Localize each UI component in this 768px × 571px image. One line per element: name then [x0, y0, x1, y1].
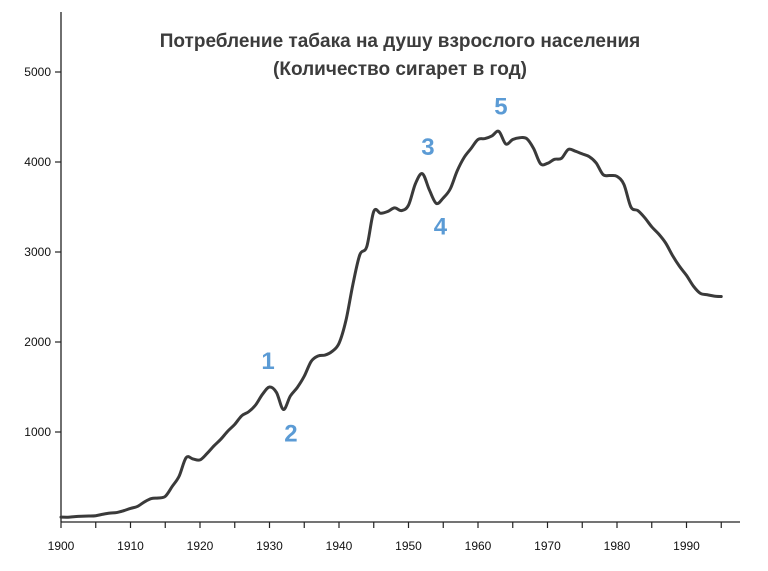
x-tick-label: 1990	[673, 539, 700, 553]
x-tick-label: 1940	[326, 539, 353, 553]
series-line	[59, 129, 723, 519]
x-tick-label: 1960	[465, 539, 492, 553]
y-tick-label: 5000	[24, 65, 51, 79]
x-tick-label: 1970	[534, 539, 561, 553]
x-tick-label: 1910	[117, 539, 144, 553]
annotation-label: 2	[284, 420, 297, 447]
y-tick-label: 1000	[24, 425, 51, 439]
x-tick-label: 1900	[48, 539, 75, 553]
x-tick-label: 1920	[187, 539, 214, 553]
annotations: 1 2 3 4 5	[261, 93, 507, 447]
annotation-label: 1	[261, 348, 274, 375]
x-tick-label: 1930	[256, 539, 283, 553]
chart-title: Потребление табака на душу взрослого нас…	[160, 31, 641, 52]
y-tick-label: 2000	[24, 335, 51, 349]
chart-subtitle: (Количество сигарет в год)	[273, 59, 527, 80]
y-axis-ticks: 1000 2000 3000 4000 5000	[24, 65, 61, 439]
annotation-label: 4	[434, 214, 448, 241]
x-tick-label: 1950	[395, 539, 422, 553]
y-tick-label: 4000	[24, 155, 51, 169]
x-axis-ticks: 1900 1910 1920 1930 1940 1950 1960 1970 1980 1990	[48, 522, 722, 553]
annotation-label: 3	[421, 134, 434, 161]
annotation-label: 5	[494, 93, 507, 120]
x-tick-label: 1980	[604, 539, 631, 553]
y-tick-label: 3000	[24, 245, 51, 259]
